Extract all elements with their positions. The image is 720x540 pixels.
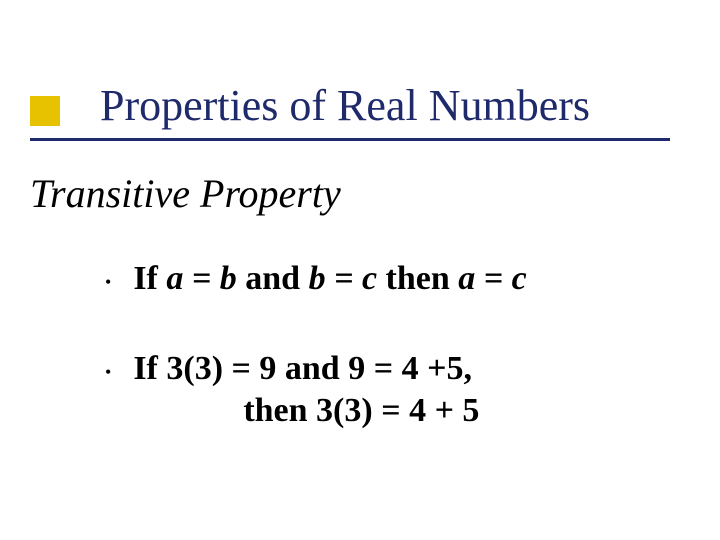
list-item: • If a = b and b = c then a = c <box>105 258 665 300</box>
bullet-text-2-line2: then 3(3) = 4 + 5 <box>243 390 479 432</box>
bullet-text-1: If a = b and b = c then a = c <box>133 258 526 300</box>
list-item: • If 3(3) = 9 and 9 = 4 +5, then 3(3) = … <box>105 348 665 432</box>
bullet-icon: • <box>105 354 111 390</box>
subtitle: Transitive Property <box>30 170 341 217</box>
accent-square <box>30 96 60 126</box>
slide: Properties of Real Numbers Transitive Pr… <box>0 0 720 540</box>
page-title: Properties of Real Numbers <box>100 80 590 131</box>
bullet-list: • If a = b and b = c then a = c • If 3(3… <box>105 258 665 480</box>
bullet-text-2: If 3(3) = 9 and 9 = 4 +5, then 3(3) = 4 … <box>133 348 479 432</box>
bullet-icon: • <box>105 264 111 300</box>
title-underline <box>30 138 670 141</box>
